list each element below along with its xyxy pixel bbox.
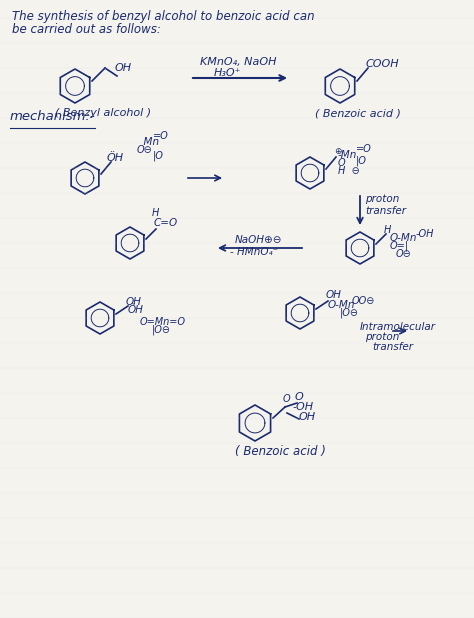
Text: OO⊖: OO⊖ [352, 296, 375, 306]
Text: C=O: C=O [154, 218, 178, 228]
Text: ( Benzoic acid ): ( Benzoic acid ) [315, 108, 401, 118]
Text: - HMnO₄⁻: - HMnO₄⁻ [230, 247, 278, 257]
Text: H  ⊖: H ⊖ [338, 166, 360, 176]
Text: OH: OH [126, 297, 142, 307]
Text: transfer: transfer [372, 342, 413, 352]
Text: mechanism:-: mechanism:- [10, 110, 96, 123]
Text: O=|: O=| [390, 241, 409, 252]
Text: NaOH⊕⊖: NaOH⊕⊖ [235, 235, 283, 245]
Text: -OH: -OH [416, 229, 435, 239]
Text: Mn: Mn [137, 137, 159, 147]
Text: |O: |O [153, 151, 164, 161]
Text: ÖH: ÖH [107, 153, 124, 163]
Text: proton: proton [365, 332, 400, 342]
Text: O: O [283, 394, 291, 404]
Text: O⊖: O⊖ [137, 145, 153, 155]
Text: |O: |O [356, 156, 367, 166]
Text: O: O [295, 392, 304, 402]
Text: OH: OH [115, 63, 132, 73]
Text: =O: =O [153, 131, 169, 141]
Text: Intramolecular: Intramolecular [360, 322, 436, 332]
Text: ÖH: ÖH [128, 305, 144, 315]
Text: KMnO₄, NaOH: KMnO₄, NaOH [200, 57, 276, 67]
Text: O=Mn=O: O=Mn=O [140, 317, 186, 327]
Text: -OH: -OH [293, 402, 314, 412]
Text: ( Benzyl alcohol ): ( Benzyl alcohol ) [55, 108, 151, 118]
Text: COOH: COOH [366, 59, 400, 69]
Text: OH: OH [299, 412, 316, 422]
Text: OH: OH [326, 290, 342, 300]
Text: H₃O⁺: H₃O⁺ [214, 68, 241, 78]
Text: O-Mn: O-Mn [328, 300, 356, 310]
Text: ( Benzoic acid ): ( Benzoic acid ) [235, 445, 326, 458]
Text: H: H [384, 225, 392, 235]
Text: The synthesis of benzyl alcohol to benzoic acid can: The synthesis of benzyl alcohol to benzo… [12, 10, 315, 23]
Text: |O⊖: |O⊖ [152, 324, 171, 335]
Text: H: H [152, 208, 159, 218]
Text: O⊖: O⊖ [396, 249, 412, 259]
Text: O: O [338, 158, 346, 168]
Text: |O⊖: |O⊖ [340, 308, 359, 318]
Text: be carried out as follows:: be carried out as follows: [12, 23, 161, 36]
Text: -Mn: -Mn [338, 150, 357, 160]
Text: O-Mn: O-Mn [390, 233, 418, 243]
Text: =O: =O [356, 144, 372, 154]
Text: ⊕: ⊕ [334, 146, 341, 156]
Text: proton
transfer: proton transfer [365, 194, 406, 216]
